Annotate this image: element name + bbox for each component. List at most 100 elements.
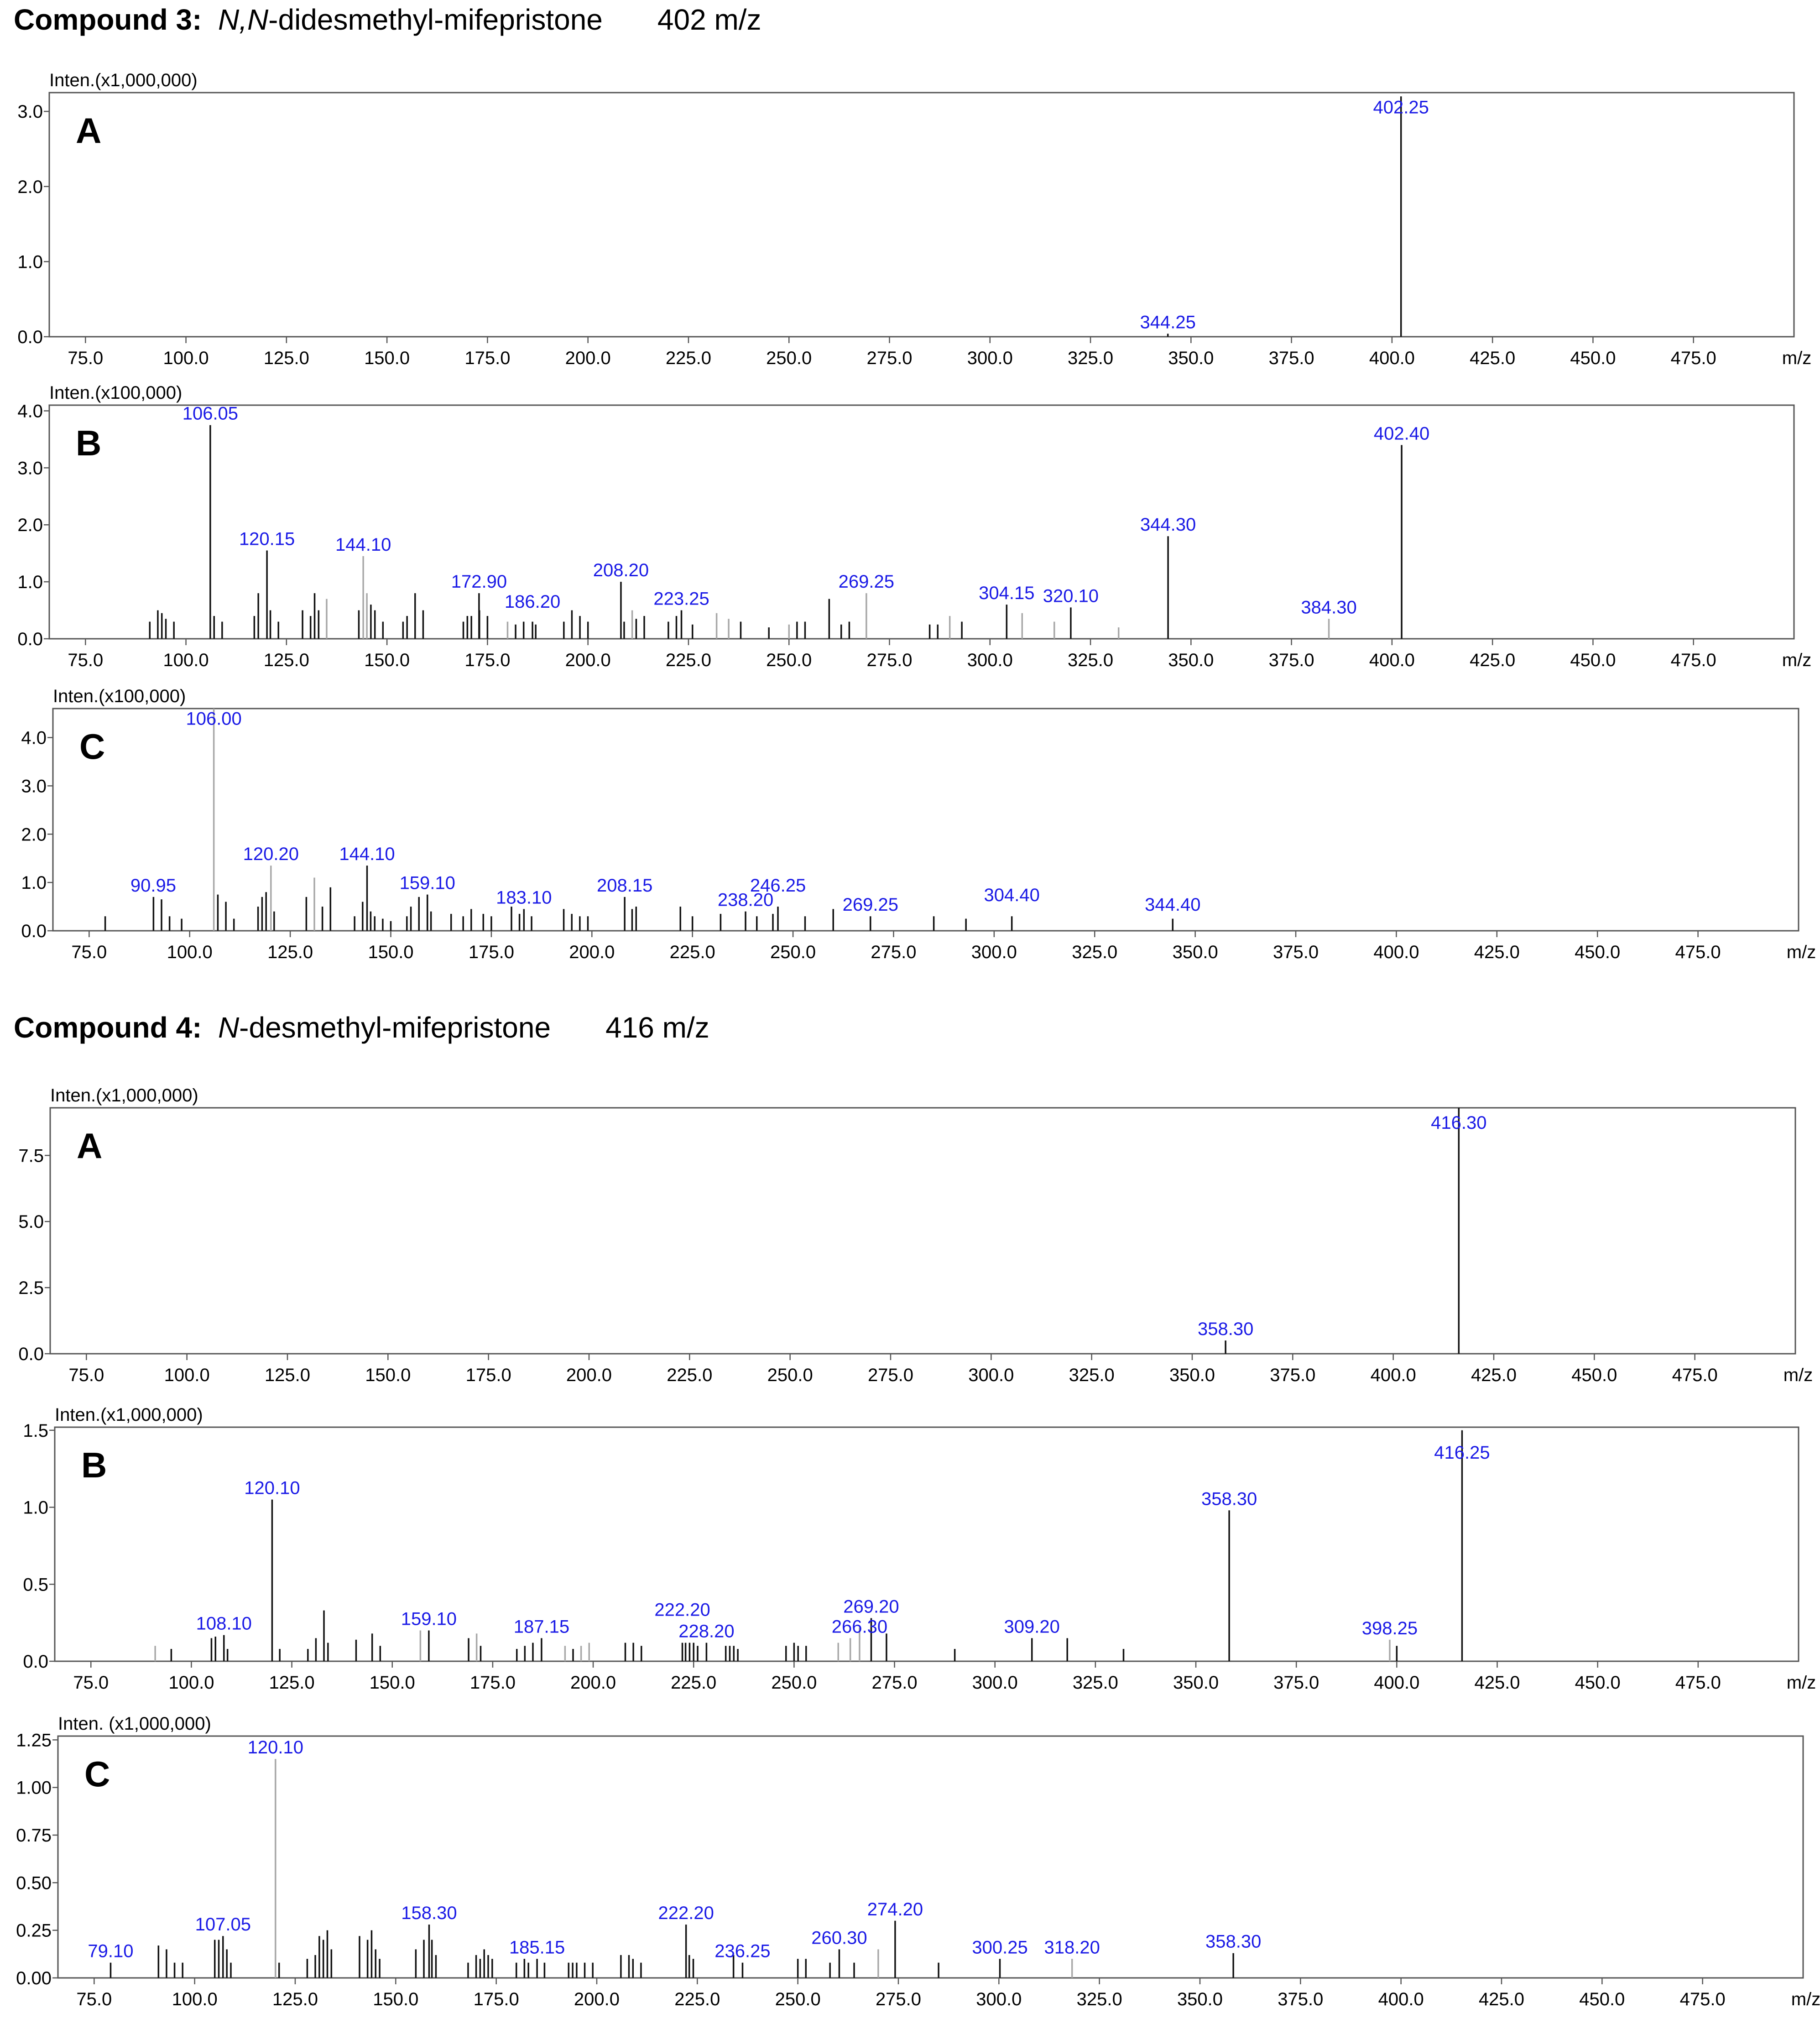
y-tick-label-0-0: 0.0 xyxy=(21,921,47,941)
x-tick-label-375-0: 375.0 xyxy=(1269,348,1314,368)
x-tick-label-150-0: 150.0 xyxy=(370,1673,415,1693)
x-tick-label-475-0: 475.0 xyxy=(1671,650,1716,670)
y-tick-label-2-5: 2.5 xyxy=(18,1278,44,1298)
x-tick-label-150-0: 150.0 xyxy=(364,650,410,670)
peak-label-120-15: 120.15 xyxy=(239,529,295,549)
peak-label-266-30: 266.30 xyxy=(832,1617,887,1637)
peak-label-108-10: 108.10 xyxy=(196,1614,252,1634)
intensity-axis-label: Inten.(x1,000,000) xyxy=(55,1405,203,1425)
x-tick-label-475-0: 475.0 xyxy=(1675,1673,1721,1693)
y-tick-label-1-0: 1.0 xyxy=(21,873,47,893)
x-tick-label-325-0: 325.0 xyxy=(1069,1365,1115,1385)
plot-frame xyxy=(49,1107,1796,1355)
y-tick-label-1-0: 1.0 xyxy=(17,252,43,272)
x-tick-label-200-0: 200.0 xyxy=(566,1365,612,1385)
peak-label-222-20: 222.20 xyxy=(658,1903,714,1923)
peak-label-344-25: 344.25 xyxy=(1140,312,1196,332)
x-tick-label-175-0: 175.0 xyxy=(466,1365,511,1385)
panel-letter-A: A xyxy=(76,110,101,151)
x-tick-label-375-0: 375.0 xyxy=(1273,1673,1319,1693)
x-tick-label-75-0: 75.0 xyxy=(71,942,107,962)
y-tick-label-0-00: 0.00 xyxy=(16,1968,52,1988)
peak-label-159-10: 159.10 xyxy=(400,873,455,893)
x-tick-label-400-0: 400.0 xyxy=(1369,348,1415,368)
x-tick-label-425-0: 425.0 xyxy=(1470,650,1515,670)
x-tick-label-250-0: 250.0 xyxy=(766,348,812,368)
peak-label-358-30: 358.30 xyxy=(1198,1319,1253,1339)
x-tick-label-75-0: 75.0 xyxy=(73,1673,109,1693)
x-tick-label-100-0: 100.0 xyxy=(163,348,209,368)
intensity-axis-label: Inten.(x1,000,000) xyxy=(49,70,198,90)
y-tick-label-0-25: 0.25 xyxy=(16,1921,52,1941)
peak-label-106-00: 106.00 xyxy=(186,709,241,729)
peak-label-159-10: 159.10 xyxy=(401,1609,457,1629)
x-tick-label-150-0: 150.0 xyxy=(364,348,410,368)
x-tick-label-150-0: 150.0 xyxy=(373,1989,418,2009)
x-tick-label-450-0: 450.0 xyxy=(1575,1673,1621,1693)
peak-label-384-30: 384.30 xyxy=(1301,597,1356,617)
x-tick-label-200-0: 200.0 xyxy=(570,1673,616,1693)
x-tick-label-125-0: 125.0 xyxy=(264,348,309,368)
x-tick-label-100-0: 100.0 xyxy=(164,1365,210,1385)
peak-label-260-30: 260.30 xyxy=(811,1928,867,1948)
compound-3-title: Compound 3: N,N-didesmethyl-mifepristone… xyxy=(14,3,761,37)
x-tick-label-475-0: 475.0 xyxy=(1675,942,1721,962)
peak-label-79-10: 79.10 xyxy=(88,1941,133,1961)
x-tick-label-375-0: 375.0 xyxy=(1278,1989,1323,2009)
y-tick-label-0-0: 0.0 xyxy=(17,327,43,347)
x-tick-label-125-0: 125.0 xyxy=(264,650,309,670)
x-tick-label-450-0: 450.0 xyxy=(1570,650,1616,670)
x-tick-label-325-0: 325.0 xyxy=(1077,1989,1122,2009)
x-tick-label-225-0: 225.0 xyxy=(674,1989,720,2009)
peak-label-318-20: 318.20 xyxy=(1044,1937,1100,1957)
peak-label-120-20: 120.20 xyxy=(243,844,299,864)
y-tick-label-4-0: 4.0 xyxy=(21,728,47,748)
x-tick-label-475-0: 475.0 xyxy=(1672,1365,1718,1385)
x-tick-label-150-0: 150.0 xyxy=(368,942,413,962)
peak-label-172-90: 172.90 xyxy=(451,572,507,592)
x-tick-label-350-0: 350.0 xyxy=(1168,348,1214,368)
peak-label-187-15: 187.15 xyxy=(514,1617,569,1637)
x-tick-label-175-0: 175.0 xyxy=(464,650,510,670)
x-tick-label-275-0: 275.0 xyxy=(866,650,912,670)
compound-3-name: -didesmethyl-mifepristone xyxy=(268,3,603,36)
peak-label-246-25: 246.25 xyxy=(750,876,806,896)
peak-label-416-25: 416.25 xyxy=(1434,1443,1490,1463)
x-tick-label-400-0: 400.0 xyxy=(1371,1365,1416,1385)
x-tick-label-125-0: 125.0 xyxy=(267,942,313,962)
x-tick-label-75-0: 75.0 xyxy=(68,1365,104,1385)
x-tick-label-175-0: 175.0 xyxy=(470,1673,516,1693)
y-tick-label-4-0: 4.0 xyxy=(17,401,43,421)
compound-4-title: Compound 4: N-desmethyl-mifepristone 416 … xyxy=(14,1011,709,1044)
y-tick-label-2-0: 2.0 xyxy=(17,515,43,535)
spectrum-panel-c3A: Inten.(x1,000,000) A 75.0 100.0 125.0 150.0 17… xyxy=(17,70,1811,368)
x-tick-label-300-0: 300.0 xyxy=(971,942,1017,962)
x-axis-label: m/z xyxy=(1791,1989,1820,2009)
x-tick-label-275-0: 275.0 xyxy=(866,348,912,368)
peak-label-238-20: 238.20 xyxy=(718,890,773,910)
plot-frame xyxy=(48,92,1795,338)
peak-label-106-05: 106.05 xyxy=(183,404,238,424)
x-tick-label-425-0: 425.0 xyxy=(1479,1989,1524,2009)
x-tick-label-425-0: 425.0 xyxy=(1470,348,1515,368)
x-tick-label-225-0: 225.0 xyxy=(671,1673,716,1693)
y-tick-label-1-0: 1.0 xyxy=(23,1498,48,1518)
x-tick-label-250-0: 250.0 xyxy=(766,650,812,670)
peak-label-269-25: 269.25 xyxy=(843,895,898,915)
peak-label-228-20: 228.20 xyxy=(678,1622,734,1642)
x-tick-label-275-0: 275.0 xyxy=(871,942,916,962)
peak-label-120-10: 120.10 xyxy=(248,1737,303,1758)
peak-label-320-10: 320.10 xyxy=(1043,586,1099,606)
compound-4-label: Compound 4: xyxy=(14,1011,202,1044)
y-tick-label-2-0: 2.0 xyxy=(17,177,43,197)
x-tick-label-100-0: 100.0 xyxy=(168,1673,214,1693)
peak-label-222-20: 222.20 xyxy=(654,1600,710,1620)
x-tick-label-250-0: 250.0 xyxy=(771,1673,817,1693)
intensity-axis-label: Inten.(x1,000,000) xyxy=(50,1085,198,1106)
x-tick-label-400-0: 400.0 xyxy=(1373,942,1419,962)
x-tick-label-100-0: 100.0 xyxy=(167,942,213,962)
peak-label-208-15: 208.15 xyxy=(597,876,652,896)
x-tick-label-350-0: 350.0 xyxy=(1168,650,1214,670)
x-tick-label-350-0: 350.0 xyxy=(1173,942,1218,962)
peak-label-309-20: 309.20 xyxy=(1004,1617,1060,1637)
